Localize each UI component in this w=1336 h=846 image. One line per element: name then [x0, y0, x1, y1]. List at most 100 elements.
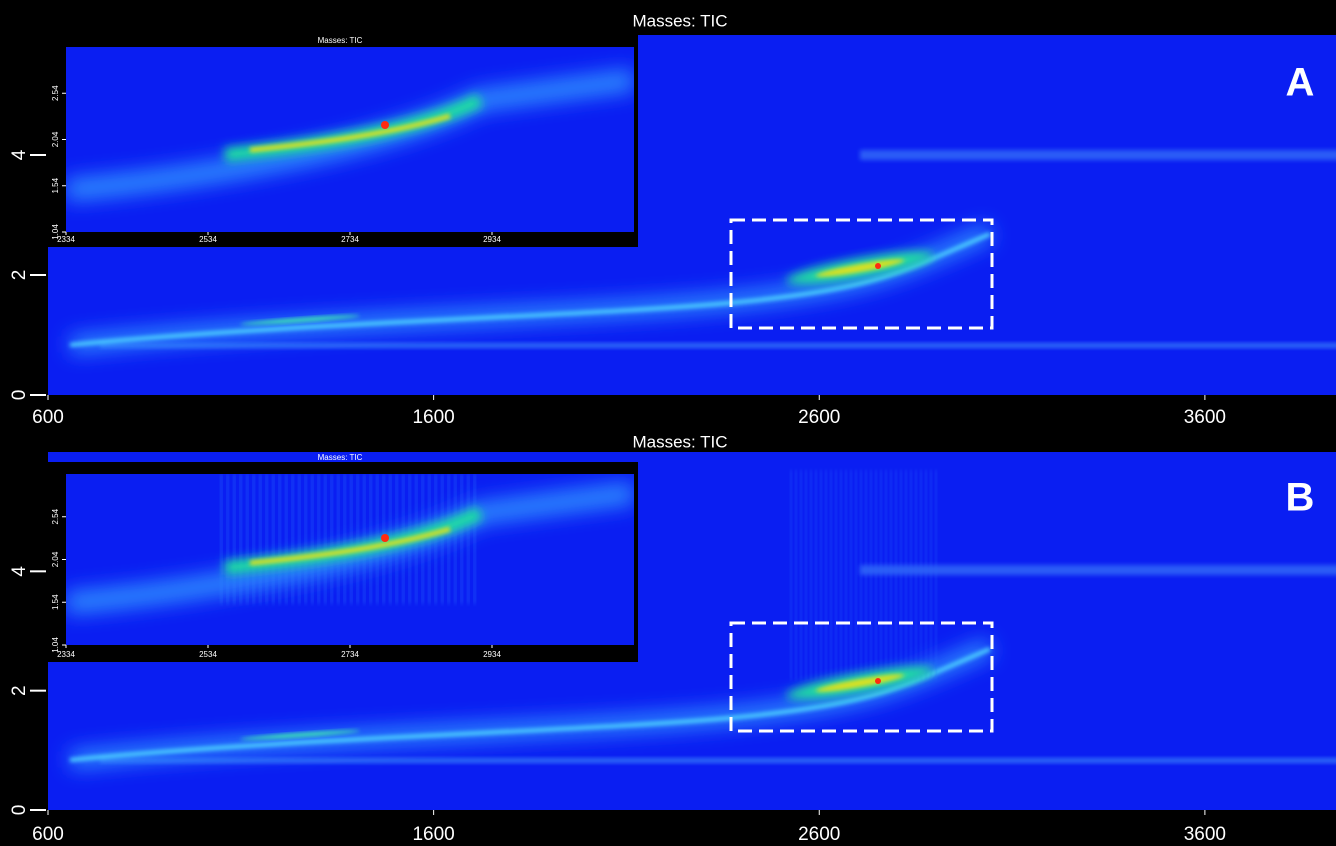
- streak: [920, 470, 922, 680]
- streak: [875, 470, 877, 680]
- hot-core: [815, 259, 905, 277]
- inset-y-tick-label: 1.54: [51, 594, 60, 610]
- y-tick-label: 4: [9, 566, 30, 577]
- inset-title: Masses: TIC: [318, 36, 363, 45]
- x-tick-label: 600: [32, 407, 64, 428]
- zoom-box: [729, 621, 994, 733]
- inset-peak: [381, 534, 389, 542]
- streak: [890, 470, 892, 680]
- streak: [447, 474, 450, 604]
- inset-x-tick-label: 2534: [199, 235, 217, 244]
- x-tick-label: 2600: [798, 824, 840, 845]
- inset-plot: [66, 474, 634, 645]
- streak: [343, 474, 346, 604]
- hot-peak: [875, 678, 881, 684]
- inset-peak: [381, 121, 389, 129]
- x-tick-label: 600: [32, 824, 64, 845]
- streak: [800, 470, 802, 680]
- inset-y-tick-label: 1.54: [51, 177, 60, 193]
- inset-x-tick-label: 2334: [57, 650, 75, 659]
- inset-title: Masses: TIC: [318, 453, 363, 462]
- streak: [278, 474, 281, 604]
- streak: [815, 470, 817, 680]
- streak: [350, 474, 353, 604]
- early-peak: [240, 730, 360, 740]
- streak: [233, 474, 236, 604]
- streak: [860, 470, 862, 680]
- streak: [317, 474, 320, 604]
- streak: [330, 474, 333, 604]
- hot-core: [815, 674, 905, 692]
- streak: [935, 470, 937, 680]
- streak: [272, 474, 275, 604]
- inset-core: [249, 526, 451, 566]
- early-peak: [240, 315, 360, 325]
- zoom-box: [729, 218, 994, 330]
- streak: [356, 474, 359, 604]
- y-tick-label: 0: [9, 390, 30, 401]
- streak: [291, 474, 294, 604]
- streak: [246, 474, 249, 604]
- inset-x-tick-label: 2734: [341, 235, 359, 244]
- panel-label: A: [1286, 61, 1315, 105]
- streak: [885, 470, 887, 680]
- streak: [454, 474, 457, 604]
- y-tick-label: 2: [9, 685, 30, 696]
- inset-plot: [66, 47, 634, 232]
- panel-label: B: [1286, 476, 1315, 520]
- panel: Masses: TIC A 600 1600 2600 3600 0 2 4 Masses: TI…: [9, 11, 1336, 428]
- streak: [239, 474, 242, 604]
- streak: [830, 470, 832, 680]
- x-tick-label: 1600: [412, 824, 454, 845]
- inset-y-tick-label: 2.54: [51, 85, 60, 101]
- streak: [880, 470, 882, 680]
- streak: [473, 474, 476, 604]
- panel-title: Masses: TIC: [632, 11, 727, 30]
- inset-x-tick-label: 2934: [483, 650, 501, 659]
- inset-y-tick-label: 2.54: [51, 508, 60, 524]
- inset-x-tick-label: 2934: [483, 235, 501, 244]
- panel: Masses: TIC B 600 1600 2600 3600 0 2 4 Masses: TI…: [9, 432, 1336, 845]
- streak: [825, 470, 827, 680]
- x-tick-label: 3600: [1184, 407, 1226, 428]
- streak: [467, 474, 470, 604]
- inset-y-tick-label: 2.04: [51, 551, 60, 567]
- streak: [304, 474, 307, 604]
- streak: [870, 470, 872, 680]
- inset-x-tick-label: 2334: [57, 235, 75, 244]
- inset-x-tick-label: 2534: [199, 650, 217, 659]
- streak: [795, 470, 797, 680]
- streak: [805, 470, 807, 680]
- panel-title: Masses: TIC: [632, 432, 727, 451]
- streak: [810, 470, 812, 680]
- streak: [835, 470, 837, 680]
- hot-peak: [875, 263, 881, 269]
- baseline-band: [100, 343, 1336, 348]
- streak: [252, 474, 255, 604]
- y-tick-label: 0: [9, 805, 30, 816]
- x-tick-label: 1600: [412, 407, 454, 428]
- faint-band: [860, 150, 1336, 160]
- streak: [220, 474, 223, 604]
- elution-line: [69, 647, 991, 762]
- streak: [337, 474, 340, 604]
- streak: [905, 470, 907, 680]
- x-tick-label: 3600: [1184, 824, 1226, 845]
- streak: [363, 474, 366, 604]
- streak: [324, 474, 327, 604]
- inset-y-tick-label: 2.04: [51, 131, 60, 147]
- streak: [855, 470, 857, 680]
- streak: [311, 474, 314, 604]
- inset-y-tick-label: 1.04: [51, 637, 60, 653]
- streak: [369, 474, 372, 604]
- streak: [285, 474, 288, 604]
- streak: [845, 470, 847, 680]
- y-tick-label: 2: [9, 270, 30, 281]
- streak: [900, 470, 902, 680]
- streak: [265, 474, 268, 604]
- baseline-band: [100, 758, 1336, 763]
- streak: [930, 470, 932, 680]
- streak: [925, 470, 927, 680]
